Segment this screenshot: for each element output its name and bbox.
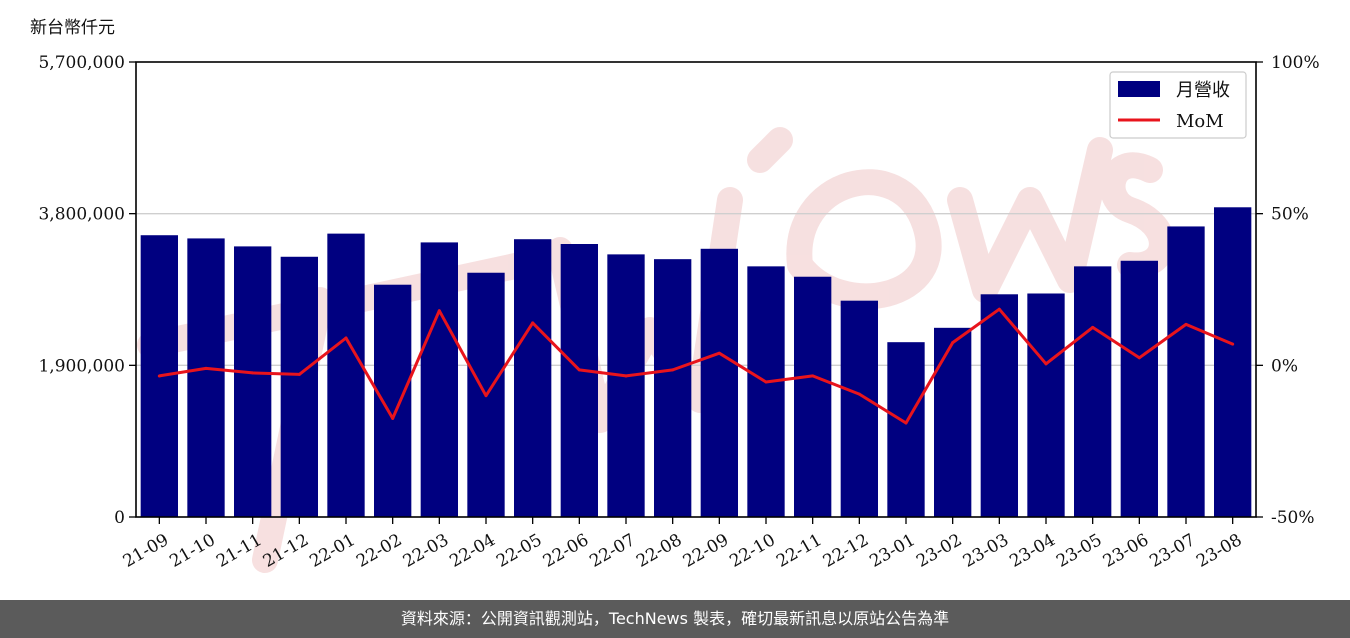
y-right-tick-label: -50% [1271, 508, 1315, 528]
mom-point-23-03 [997, 307, 1001, 311]
bar-23-04 [1027, 293, 1065, 517]
line-series [157, 307, 1235, 425]
y-right-tick-label: 50% [1271, 205, 1309, 225]
bar-21-12 [280, 256, 318, 517]
plot-border [135, 61, 1257, 518]
x-tick-label: 22-09 [680, 530, 732, 572]
x-tick-label: 22-07 [586, 530, 638, 572]
x-tick-label: 23-08 [1193, 530, 1245, 572]
x-tick-label: 22-06 [540, 530, 592, 572]
mom-point-22-11 [811, 374, 815, 378]
mom-point-21-09 [157, 374, 161, 378]
bar-22-02 [374, 284, 412, 517]
mom-point-23-04 [1044, 362, 1048, 366]
x-tick-label: 23-03 [960, 530, 1012, 572]
bar-22-05 [514, 239, 552, 518]
y-right-tick-label: 100% [1271, 53, 1320, 73]
mom-point-23-06 [1137, 356, 1141, 360]
bar-22-11 [794, 276, 832, 517]
bar-22-12 [840, 300, 878, 517]
x-tick-label: 22-01 [306, 530, 358, 572]
bar-22-09 [700, 248, 738, 517]
legend-swatch-bar [1118, 81, 1160, 97]
mom-point-22-12 [857, 392, 861, 396]
mom-point-22-03 [437, 309, 441, 313]
x-tick-label: 22-10 [726, 530, 778, 572]
mom-point-22-10 [764, 380, 768, 384]
bar-22-08 [654, 259, 692, 517]
mom-point-21-11 [251, 371, 255, 375]
bar-22-03 [420, 242, 458, 517]
y-left-tick-label: 1,900,000 [38, 356, 125, 376]
mom-point-22-02 [391, 416, 395, 420]
bar-22-06 [560, 244, 598, 517]
bar-23-03 [980, 294, 1018, 517]
y-right-tick-label: 0% [1271, 356, 1298, 376]
x-tick-label: 23-07 [1146, 530, 1198, 572]
bar-22-10 [747, 266, 785, 517]
mom-point-22-05 [531, 321, 535, 325]
y-left-tick-label: 3,800,000 [38, 205, 125, 225]
legend-label-bar: 月營收 [1176, 80, 1230, 101]
x-tick-label: 22-08 [633, 530, 685, 572]
bar-23-06 [1120, 260, 1158, 517]
bar-series [140, 207, 1252, 518]
mom-point-22-06 [577, 368, 581, 372]
source-footer: 資料來源：公開資訊觀測站，TechNews 製表，確切最新訊息以原站公告為準 [0, 600, 1350, 638]
x-tick-label: 23-05 [1053, 530, 1105, 572]
bar-23-02 [934, 327, 972, 517]
bar-23-07 [1167, 226, 1205, 517]
bar-21-10 [187, 238, 225, 517]
x-tick-label: 23-06 [1100, 530, 1152, 572]
x-tick-label: 23-01 [866, 530, 918, 572]
mom-point-22-04 [484, 394, 488, 398]
x-tick-label: 22-11 [773, 530, 825, 572]
x-tick-label: 23-04 [1006, 530, 1058, 572]
plot-frame [135, 61, 1257, 518]
mom-point-23-07 [1184, 322, 1188, 326]
mom-point-21-12 [297, 372, 301, 376]
x-tick-label: 22-12 [820, 530, 872, 572]
chart: 0 1,900,000 3,800,000 5,700,000 -50% 0% 50% 100… [30, 18, 1320, 573]
mom-point-23-01 [904, 421, 908, 425]
x-tick-label: 21-09 [120, 530, 172, 572]
legend: 月營收 MoM [1109, 71, 1247, 139]
grid-lines [136, 213, 1256, 366]
x-tick-label: 21-10 [166, 530, 218, 572]
y-left-tick-label: 5,700,000 [38, 53, 125, 73]
bar-23-08 [1214, 207, 1252, 517]
bar-22-07 [607, 254, 645, 517]
y-left-tick-label: 0 [114, 508, 125, 528]
bar-23-05 [1074, 266, 1112, 517]
x-tick-label: 22-02 [353, 530, 405, 572]
mom-point-23-05 [1091, 325, 1095, 329]
mom-point-21-10 [204, 366, 208, 370]
mom-point-22-09 [717, 351, 721, 355]
mom-point-22-01 [344, 336, 348, 340]
legend-label-line: MoM [1176, 111, 1224, 132]
mom-point-22-07 [624, 374, 628, 378]
x-tick-label: 22-05 [493, 530, 545, 572]
mom-point-23-08 [1231, 342, 1235, 346]
y-axis-unit-label: 新台幣仟元 [30, 18, 115, 38]
mom-point-23-02 [951, 341, 955, 345]
mom-point-22-08 [671, 368, 675, 372]
bar-22-01 [327, 233, 365, 517]
bar-23-01 [887, 342, 925, 517]
x-tick-label: 23-02 [913, 530, 965, 572]
x-tick-label: 22-03 [400, 530, 452, 572]
bar-21-11 [234, 246, 272, 518]
x-tick-label: 22-04 [446, 530, 498, 572]
mom-line [159, 307, 1234, 425]
